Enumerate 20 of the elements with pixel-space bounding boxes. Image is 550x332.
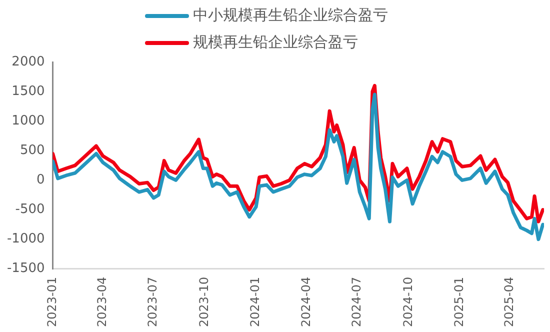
x-tick-label: 2023-04 — [95, 276, 110, 327]
x-tick-label: 2025-04 — [502, 276, 516, 327]
y-tick-label: -1000 — [6, 232, 45, 247]
y-tick-label: 2000 — [12, 54, 45, 70]
x-tick-label: 2025-01 — [452, 276, 466, 327]
x-tick-label: 2024-07 — [350, 276, 364, 327]
x-tick-label: 2023-01 — [44, 276, 59, 327]
y-tick-label: 500 — [20, 143, 45, 158]
y-tick-label: -1500 — [6, 261, 45, 276]
legend-label: 规模再生铅企业综合盈亏 — [193, 33, 358, 52]
y-tick-label: 0 — [36, 172, 45, 188]
x-tick-label: 2024-01 — [248, 276, 262, 327]
legend-label: 中小规模再生铅企业综合盈亏 — [193, 6, 388, 25]
x-tick-label: 2023-07 — [146, 276, 160, 327]
x-tick-label: 2024-10 — [400, 276, 415, 327]
y-tick-label: -500 — [15, 202, 45, 218]
y-tick-label: 1000 — [12, 113, 45, 128]
x-tick-label: 2024-04 — [298, 276, 313, 327]
y-tick-label: 1500 — [12, 84, 45, 99]
x-tick-label: 2023-10 — [196, 276, 211, 327]
